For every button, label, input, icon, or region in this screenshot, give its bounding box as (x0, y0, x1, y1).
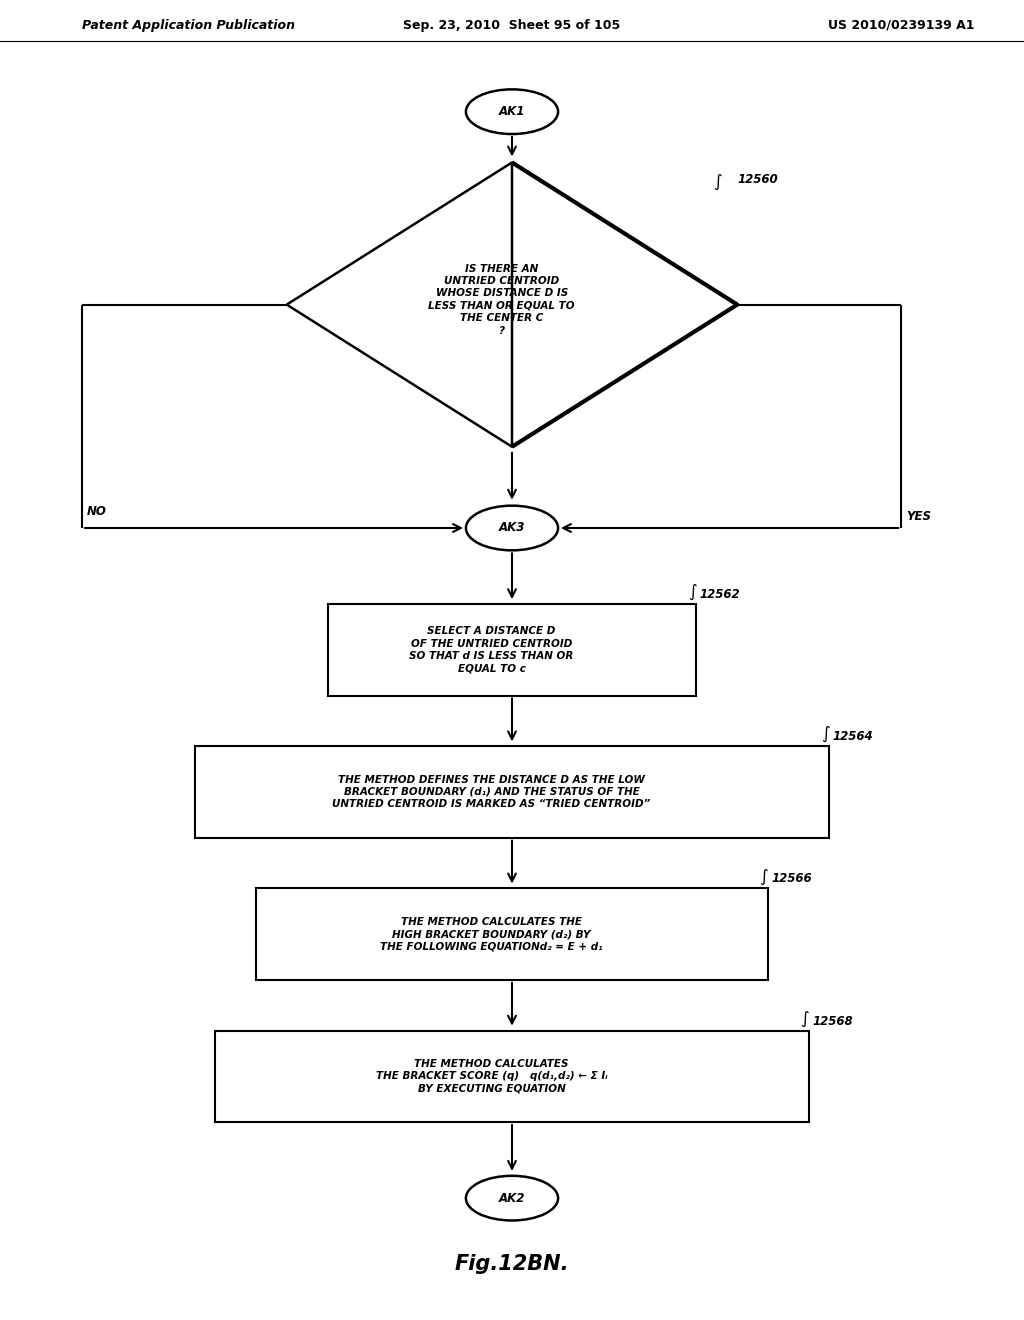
Text: THE METHOD CALCULATES
THE BRACKET SCORE (q)   q(d₁,d₂) ← Σ Iᵢ
BY EXECUTING EQUAT: THE METHOD CALCULATES THE BRACKET SCORE … (376, 1059, 607, 1094)
Text: 12566: 12566 (771, 873, 812, 886)
Text: THE METHOD CALCULATES THE
HIGH BRACKET BOUNDARY (d₂) BY
THE FOLLOWING EQUATIONd₂: THE METHOD CALCULATES THE HIGH BRACKET B… (380, 917, 603, 952)
Text: ∫: ∫ (760, 867, 768, 886)
Text: IS THERE AN
UNTRIED CENTROID
WHOSE DISTANCE D IS
LESS THAN OR EQUAL TO
THE CENTE: IS THERE AN UNTRIED CENTROID WHOSE DISTA… (428, 264, 575, 335)
Text: 12560: 12560 (737, 173, 778, 186)
Text: 12562: 12562 (699, 589, 740, 601)
Text: YES: YES (906, 510, 931, 523)
Text: AK2: AK2 (499, 1192, 525, 1205)
Text: THE METHOD DEFINES THE DISTANCE D AS THE LOW
BRACKET BOUNDARY (d₁) AND THE STATU: THE METHOD DEFINES THE DISTANCE D AS THE… (333, 775, 650, 809)
Text: 12564: 12564 (833, 730, 873, 743)
Text: AK1: AK1 (499, 106, 525, 119)
Text: 12568: 12568 (812, 1015, 853, 1027)
Text: NO: NO (87, 504, 106, 517)
Text: ∫: ∫ (801, 1010, 809, 1027)
Text: ∫: ∫ (821, 725, 829, 743)
Text: Sep. 23, 2010  Sheet 95 of 105: Sep. 23, 2010 Sheet 95 of 105 (403, 18, 621, 32)
Text: US 2010/0239139 A1: US 2010/0239139 A1 (827, 18, 975, 32)
Text: ∫: ∫ (714, 173, 722, 190)
Text: Fig.12BN.: Fig.12BN. (455, 1254, 569, 1274)
Text: ∫: ∫ (688, 583, 696, 601)
Text: Patent Application Publication: Patent Application Publication (82, 18, 295, 32)
Text: SELECT A DISTANCE D
OF THE UNTRIED CENTROID
SO THAT d IS LESS THAN OR
EQUAL TO c: SELECT A DISTANCE D OF THE UNTRIED CENTR… (410, 626, 573, 673)
Text: AK3: AK3 (499, 521, 525, 535)
